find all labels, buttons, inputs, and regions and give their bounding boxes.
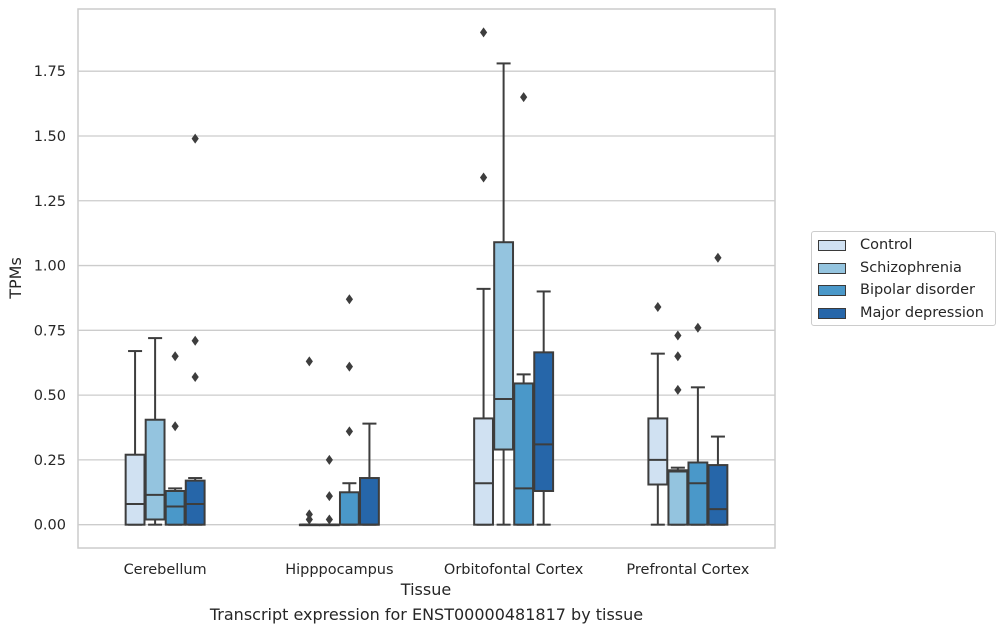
outlier-point [171, 351, 179, 362]
legend-label: Control [860, 237, 913, 253]
x-tick-labels: Cerebellum Hipppocampus Orbitofontal Corte… [124, 562, 750, 578]
legend-label: Schizophrenia [860, 260, 962, 276]
box-0-3 [184, 133, 206, 526]
box-1-1 [318, 454, 340, 527]
box-plots [124, 27, 729, 527]
outlier-point [345, 294, 353, 305]
outlier-point [305, 509, 313, 520]
outlier-point [325, 491, 333, 502]
y-tick-label: 0.25 [34, 453, 66, 469]
box-0-1 [144, 337, 166, 526]
outlier-point [345, 361, 353, 372]
gridlines [78, 70, 775, 526]
y-tick-label: 1.00 [34, 259, 66, 275]
x-tick-label: Cerebellum [124, 562, 207, 578]
box-rect [647, 417, 669, 486]
box-rect [707, 464, 729, 526]
box-2-2 [513, 92, 535, 526]
outlier-point [305, 514, 313, 525]
legend-item-bipolar-disorder: Bipolar disorder [818, 280, 975, 300]
x-tick-label: Prefrontal Cortex [626, 562, 749, 578]
outlier-point [479, 172, 488, 183]
outlier-point [694, 322, 702, 333]
outlier-point [305, 356, 313, 367]
y-axis-label: TPMs [6, 257, 25, 300]
outlier-point [171, 421, 179, 432]
box-2-3 [533, 290, 555, 526]
outlier-point [325, 454, 333, 465]
outlier-point [674, 351, 682, 362]
box-2-0 [473, 27, 494, 526]
x-tick-label: Orbitofontal Cortex [444, 562, 584, 578]
outlier-point [345, 426, 353, 437]
chart-caption: Transcript expression for ENST0000048181… [209, 605, 644, 624]
outlier-point [191, 133, 199, 144]
box-3-1 [667, 330, 689, 526]
outlier-point [325, 514, 333, 525]
box-rect [687, 461, 709, 526]
y-tick-label: 0.75 [34, 323, 66, 339]
legend-label: Major depression [860, 305, 984, 321]
y-tick-label: 0.50 [34, 388, 66, 404]
legend-item-control: Control [818, 235, 912, 255]
legend: Control Schizophrenia Bipolar disorder M… [811, 231, 996, 326]
box-rect [164, 489, 186, 526]
outlier-point [520, 92, 528, 103]
legend-swatch [818, 284, 846, 296]
outlier-point [674, 330, 682, 341]
y-tick-label: 1.25 [34, 194, 66, 210]
box-3-3 [707, 252, 729, 526]
legend-swatch [818, 262, 846, 274]
outlier-point [191, 335, 199, 346]
box-rect [359, 477, 380, 526]
box-1-2 [338, 294, 360, 526]
outlier-point [714, 252, 722, 263]
y-tick-label: 1.50 [34, 129, 66, 145]
box-rect [184, 479, 206, 526]
box-0-2 [164, 351, 186, 526]
outlier-point [191, 371, 199, 382]
box-rect [533, 351, 555, 492]
legend-item-major-depression: Major depression [818, 303, 984, 323]
box-rect [144, 418, 166, 521]
y-tick-labels: 0.00 0.25 0.50 0.75 1.00 1.25 1.50 1.75 [34, 64, 66, 533]
legend-item-schizophrenia: Schizophrenia [818, 258, 962, 278]
outlier-point [674, 384, 682, 395]
box-rect [124, 453, 146, 526]
legend-swatch [818, 307, 846, 319]
box-0-0 [124, 350, 146, 526]
y-tick-label: 0.00 [34, 518, 66, 534]
box-rect [493, 241, 515, 451]
plot-frame [77, 8, 776, 549]
box-rect [513, 382, 535, 526]
legend-label: Bipolar disorder [860, 282, 975, 298]
outlier-point [479, 27, 488, 38]
y-tick-label: 1.75 [34, 64, 66, 80]
x-tick-label: Hipppocampus [285, 562, 393, 578]
box-3-0 [647, 302, 669, 526]
box-2-1 [493, 62, 515, 526]
box-rect [667, 469, 689, 526]
outlier-point [654, 302, 662, 313]
box-3-2 [687, 322, 709, 526]
x-axis-label: Tissue [400, 580, 451, 599]
box-rect [473, 417, 494, 526]
legend-swatch [818, 239, 846, 251]
box-1-3 [359, 422, 380, 526]
box-1-0 [298, 356, 320, 527]
box-rect [338, 491, 360, 526]
